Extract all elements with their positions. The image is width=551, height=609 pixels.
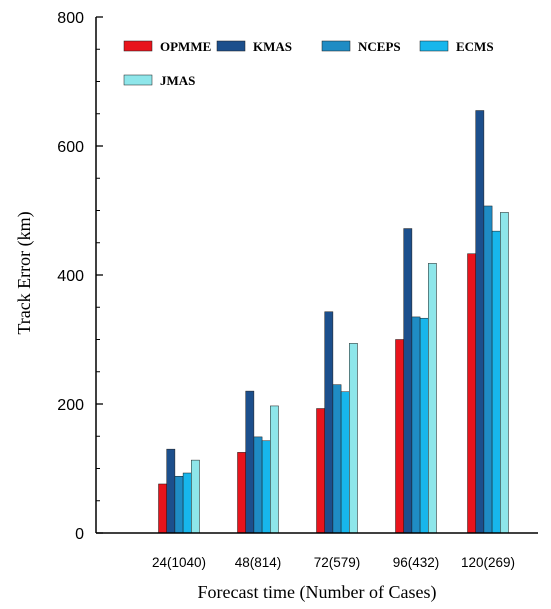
bar-nceps-2 (332, 384, 342, 534)
x-tick-labels: 24(1040) 48(814) 72(579) 96(432) 120(269) (152, 555, 515, 570)
bar-kmas-2 (324, 311, 334, 534)
x-tick-label: 72(579) (314, 555, 361, 570)
legend-label-jmas: JMAS (160, 73, 195, 88)
bar-jmas-4 (500, 212, 509, 534)
x-tick-label: 48(814) (235, 555, 282, 570)
bar-ecms-1 (261, 440, 271, 534)
bar-kmas-3 (403, 228, 413, 534)
bar-jmas-3 (428, 263, 437, 534)
bar-ecms-3 (419, 317, 429, 534)
y-tick-label: 600 (57, 139, 84, 156)
bar-jmas-0 (191, 459, 200, 534)
bar-opmme-2 (316, 408, 325, 534)
bar-kmas-0 (166, 448, 176, 534)
bar-nceps-4 (483, 205, 493, 534)
bar-opmme-3 (395, 339, 404, 534)
y-tick-label: 200 (57, 397, 84, 414)
bar-kmas-1 (245, 390, 255, 534)
legend-swatch-nceps (321, 40, 351, 52)
legend-label-opmme: OPMME (160, 39, 211, 54)
x-tick-label: 24(1040) (152, 555, 206, 570)
bar-ecms-4 (491, 230, 501, 534)
x-axis-title: Forecast time (Number of Cases) (198, 582, 437, 603)
legend: OPMME KMAS NCEPS ECMS JMAS (123, 39, 494, 88)
bar-nceps-1 (253, 436, 263, 534)
y-ticks: 0 200 400 600 800 (57, 10, 103, 543)
bar-opmme-0 (158, 483, 167, 534)
bar-opmme-1 (237, 452, 246, 534)
bar-jmas-1 (270, 405, 279, 534)
bars-layer (158, 110, 509, 534)
y-tick-label: 800 (57, 10, 84, 27)
legend-swatch-kmas (216, 40, 246, 52)
bar-kmas-4 (475, 110, 485, 534)
y-axis-title: Track Error (km) (14, 211, 35, 334)
legend-label-ecms: ECMS (456, 39, 494, 54)
x-tick-label: 96(432) (393, 555, 440, 570)
legend-swatch-jmas (123, 74, 153, 86)
legend-swatch-ecms (419, 40, 449, 52)
legend-label-nceps: NCEPS (358, 39, 401, 54)
bar-opmme-4 (467, 253, 476, 534)
x-tick-label: 120(269) (461, 555, 515, 570)
bar-ecms-0 (182, 472, 192, 534)
bar-ecms-2 (340, 391, 350, 534)
bar-jmas-2 (349, 343, 358, 534)
y-tick-label: 400 (57, 268, 84, 285)
bar-nceps-0 (174, 475, 184, 534)
legend-swatch-opmme (123, 40, 153, 52)
legend-label-kmas: KMAS (253, 39, 292, 54)
y-tick-label: 0 (75, 526, 84, 543)
bar-nceps-3 (411, 316, 421, 534)
